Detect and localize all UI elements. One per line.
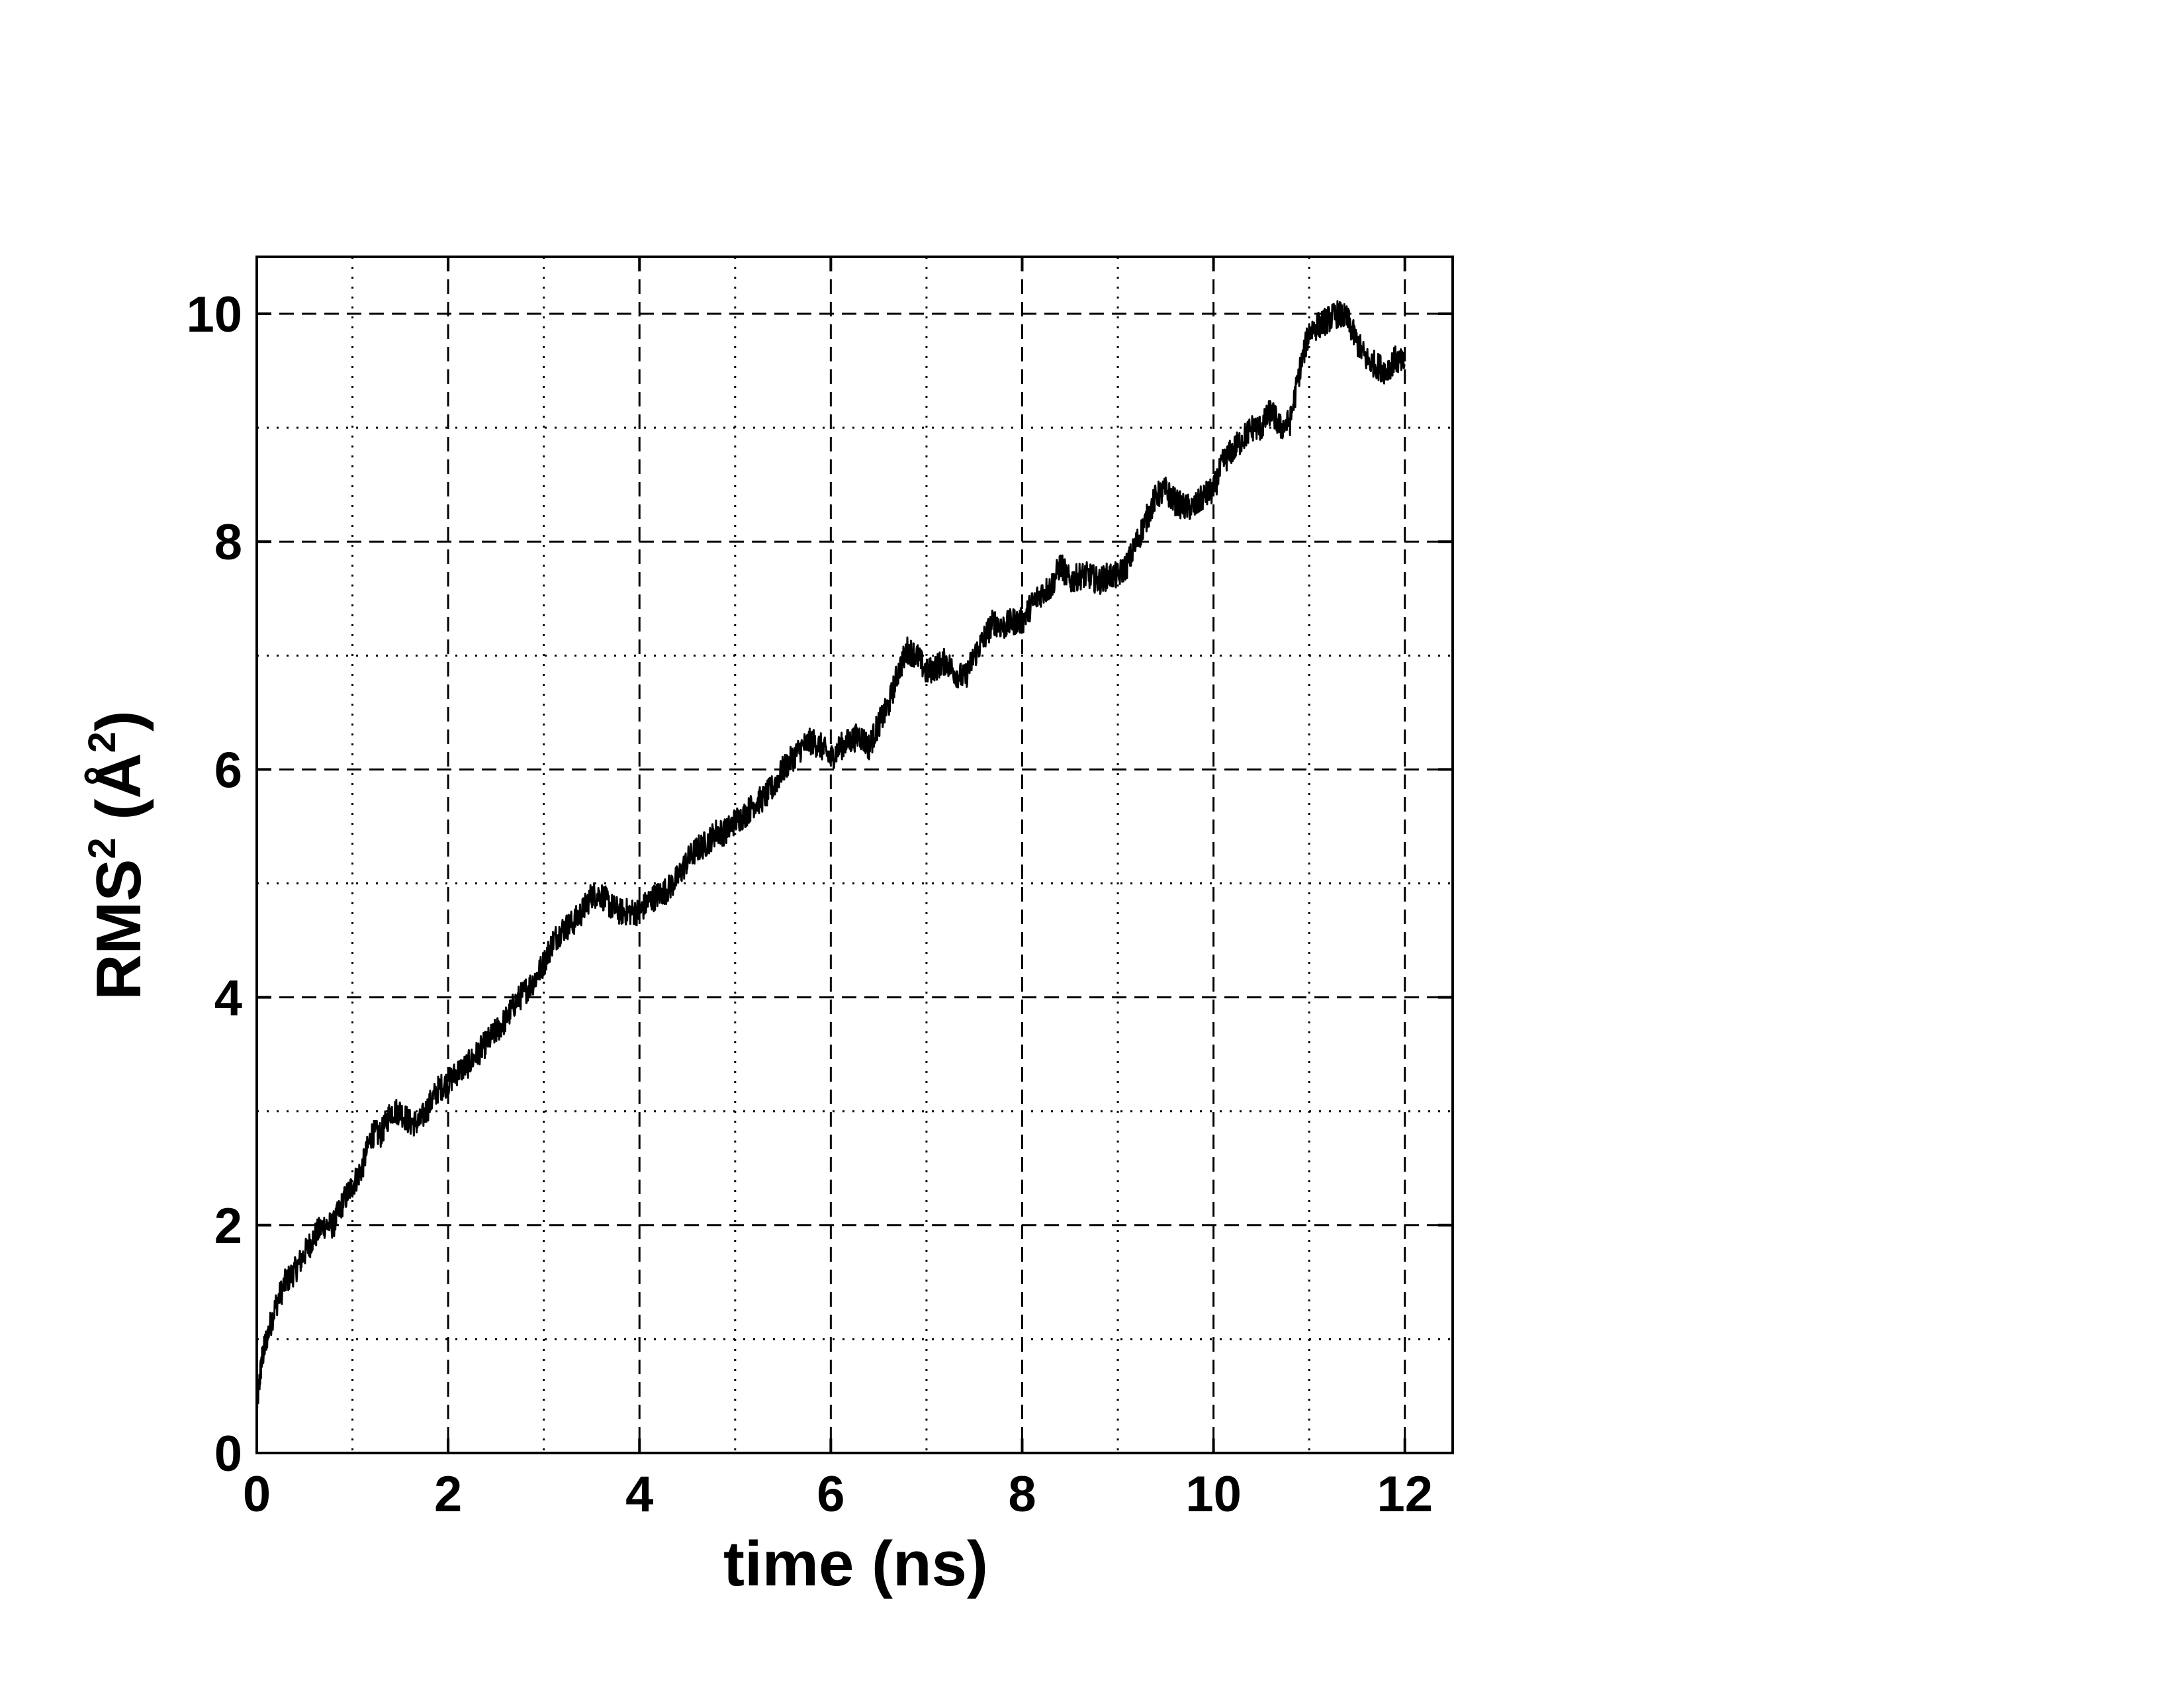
y-tick-label: 4 bbox=[214, 970, 242, 1027]
y-axis-title-base: RMS bbox=[83, 859, 154, 1000]
y-axis-title-unit: Å bbox=[83, 753, 154, 798]
y-tick-label: 10 bbox=[186, 287, 242, 343]
x-tick-label: 0 bbox=[243, 1466, 271, 1523]
y-tick-label: 8 bbox=[214, 514, 242, 571]
x-tick-label: 4 bbox=[625, 1466, 653, 1523]
x-tick-label: 6 bbox=[817, 1466, 844, 1523]
x-tick-label: 2 bbox=[434, 1466, 462, 1523]
series-line bbox=[255, 300, 1406, 1410]
series-layer bbox=[255, 300, 1406, 1410]
y-axis-title: RMS2 (Å2) bbox=[81, 710, 154, 1000]
x-tick-label: 10 bbox=[1185, 1466, 1242, 1523]
y-tick-label: 0 bbox=[214, 1426, 242, 1482]
y-axis-title-unit-sup: 2 bbox=[81, 731, 124, 753]
plot-frame bbox=[255, 256, 1454, 1454]
x-tick-label: 12 bbox=[1377, 1466, 1433, 1523]
x-axis-title: time (ns) bbox=[723, 1528, 988, 1599]
y-tick-label: 6 bbox=[214, 742, 242, 798]
y-tick-label: 2 bbox=[214, 1198, 242, 1254]
ticks bbox=[255, 257, 1453, 1454]
y-axis-title-base-sup: 2 bbox=[81, 837, 124, 859]
x-tick-label: 8 bbox=[1008, 1466, 1036, 1523]
tick-labels: 0 2 4 6 8 10 12 0 2 4 6 8 10 bbox=[186, 287, 1433, 1523]
grid bbox=[255, 257, 1453, 1454]
